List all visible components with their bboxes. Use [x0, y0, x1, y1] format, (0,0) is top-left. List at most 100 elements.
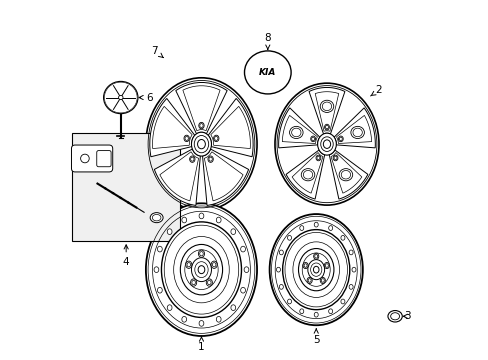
Ellipse shape — [328, 226, 332, 230]
Text: 3: 3 — [403, 311, 410, 321]
Ellipse shape — [313, 266, 318, 273]
Polygon shape — [278, 108, 319, 148]
Ellipse shape — [207, 156, 213, 162]
Ellipse shape — [161, 222, 241, 318]
Ellipse shape — [230, 305, 235, 311]
Ellipse shape — [182, 217, 186, 223]
Ellipse shape — [315, 155, 320, 161]
Ellipse shape — [167, 229, 172, 234]
Ellipse shape — [338, 136, 343, 142]
Polygon shape — [154, 149, 200, 206]
Ellipse shape — [206, 279, 212, 286]
Text: 6: 6 — [139, 93, 152, 103]
Text: 2: 2 — [370, 85, 382, 96]
Ellipse shape — [157, 287, 162, 293]
Ellipse shape — [216, 316, 221, 322]
Ellipse shape — [197, 139, 205, 149]
Ellipse shape — [332, 155, 337, 161]
Ellipse shape — [198, 250, 204, 257]
Polygon shape — [208, 98, 253, 157]
Ellipse shape — [244, 267, 248, 273]
Ellipse shape — [240, 287, 245, 293]
Ellipse shape — [298, 248, 333, 291]
Ellipse shape — [282, 230, 349, 310]
Ellipse shape — [183, 135, 189, 141]
Text: 1: 1 — [198, 336, 204, 352]
Ellipse shape — [317, 133, 336, 155]
Ellipse shape — [211, 261, 217, 269]
Ellipse shape — [199, 122, 203, 129]
Ellipse shape — [348, 284, 352, 289]
Ellipse shape — [348, 250, 352, 255]
Ellipse shape — [279, 250, 283, 255]
Ellipse shape — [307, 260, 324, 280]
Ellipse shape — [216, 217, 221, 223]
Ellipse shape — [189, 156, 195, 162]
Ellipse shape — [198, 266, 204, 274]
Ellipse shape — [299, 226, 303, 230]
Text: 8: 8 — [264, 33, 270, 49]
Ellipse shape — [276, 267, 280, 272]
Ellipse shape — [180, 244, 222, 295]
Ellipse shape — [350, 126, 364, 139]
Ellipse shape — [145, 78, 257, 211]
Text: 7: 7 — [151, 46, 163, 58]
Ellipse shape — [323, 140, 330, 148]
Ellipse shape — [320, 100, 333, 112]
Ellipse shape — [145, 203, 257, 336]
Ellipse shape — [310, 136, 315, 142]
Ellipse shape — [150, 213, 163, 223]
Ellipse shape — [299, 309, 303, 314]
Ellipse shape — [320, 278, 325, 284]
Ellipse shape — [81, 154, 89, 163]
Ellipse shape — [301, 168, 314, 181]
Ellipse shape — [339, 168, 352, 181]
Ellipse shape — [340, 235, 344, 240]
Text: 4: 4 — [122, 245, 129, 267]
Ellipse shape — [230, 229, 235, 234]
Ellipse shape — [314, 222, 318, 227]
Ellipse shape — [157, 246, 162, 252]
Ellipse shape — [340, 299, 344, 304]
Ellipse shape — [154, 267, 159, 273]
Polygon shape — [285, 150, 324, 199]
Ellipse shape — [182, 316, 186, 322]
Ellipse shape — [351, 267, 355, 272]
Text: KIA: KIA — [259, 68, 276, 77]
Polygon shape — [333, 108, 375, 148]
Ellipse shape — [191, 132, 211, 156]
Ellipse shape — [324, 124, 329, 130]
Ellipse shape — [287, 235, 291, 240]
Ellipse shape — [185, 261, 191, 269]
Ellipse shape — [303, 262, 307, 269]
Ellipse shape — [387, 311, 402, 322]
Ellipse shape — [269, 214, 362, 325]
FancyBboxPatch shape — [71, 145, 112, 172]
Ellipse shape — [199, 320, 203, 326]
Bar — [72, 134, 180, 241]
Ellipse shape — [244, 51, 290, 94]
Ellipse shape — [324, 262, 329, 269]
Polygon shape — [149, 98, 194, 157]
Ellipse shape — [314, 312, 318, 317]
Ellipse shape — [103, 81, 138, 114]
Ellipse shape — [289, 126, 303, 139]
Ellipse shape — [279, 284, 283, 289]
Ellipse shape — [191, 258, 211, 282]
Ellipse shape — [306, 278, 311, 284]
Text: 5: 5 — [312, 329, 319, 345]
Polygon shape — [175, 82, 227, 134]
Polygon shape — [202, 149, 248, 206]
Ellipse shape — [167, 305, 172, 311]
Polygon shape — [328, 150, 367, 199]
Ellipse shape — [240, 246, 245, 252]
Ellipse shape — [190, 279, 196, 286]
Ellipse shape — [313, 253, 318, 259]
Ellipse shape — [274, 83, 378, 205]
Polygon shape — [308, 87, 344, 134]
Ellipse shape — [199, 213, 203, 219]
Ellipse shape — [287, 299, 291, 304]
Ellipse shape — [118, 95, 123, 100]
FancyBboxPatch shape — [97, 150, 111, 167]
Ellipse shape — [213, 135, 219, 141]
